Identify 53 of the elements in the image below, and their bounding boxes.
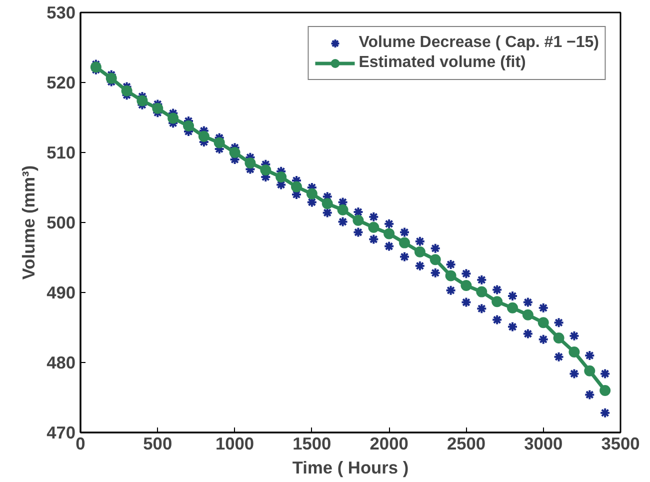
- y-tick-label: 490: [46, 282, 76, 302]
- point: [90, 62, 102, 73]
- x-axis-title: Time ( Hours ): [292, 458, 409, 478]
- point: [600, 385, 611, 396]
- point: [121, 85, 132, 96]
- y-tick-label: 530: [46, 2, 76, 22]
- x-tick-label: 2000: [370, 434, 408, 454]
- y-tick-label: 510: [46, 142, 76, 162]
- legend-label: Volume Decrease ( Cap. #1 −15): [358, 34, 599, 52]
- x-tick-label: 1500: [292, 434, 332, 454]
- point: [291, 181, 302, 192]
- point: [136, 95, 148, 106]
- x-tick-label: 1000: [216, 434, 254, 454]
- point: [430, 254, 441, 266]
- point: [538, 317, 549, 328]
- point: [229, 147, 240, 158]
- legend-label: Estimated volume (fit): [358, 54, 526, 72]
- point: [352, 214, 364, 226]
- point: [244, 158, 256, 168]
- x-tick-label: 500: [143, 434, 172, 454]
- point: [568, 346, 580, 358]
- point: [322, 198, 333, 210]
- point: [553, 332, 564, 344]
- x-tick-label: 3000: [524, 434, 563, 454]
- x-tick-label: 0: [76, 434, 86, 454]
- point: [476, 286, 488, 298]
- point: [445, 270, 456, 282]
- x-tick-label: 2500: [446, 434, 486, 454]
- point: [414, 246, 426, 258]
- point: [306, 188, 318, 200]
- point: [384, 228, 395, 240]
- point: [276, 172, 287, 182]
- point: [260, 164, 272, 176]
- point: [584, 365, 596, 376]
- point: [168, 112, 179, 124]
- point: [152, 102, 164, 114]
- point: [522, 309, 534, 320]
- y-tick-label: 500: [46, 212, 76, 232]
- point: [368, 222, 380, 233]
- point: [214, 137, 225, 148]
- y-tick-label: 480: [46, 352, 76, 372]
- y-tick-label: 520: [46, 72, 76, 92]
- x-tick-label: 3500: [601, 434, 640, 454]
- point: [337, 204, 348, 216]
- y-tick-label: 470: [46, 422, 76, 442]
- point: [183, 120, 194, 132]
- point: [507, 302, 518, 314]
- point: [492, 296, 503, 308]
- point: [198, 130, 210, 142]
- point: [460, 280, 472, 291]
- y-axis-title: Volume (mm³): [18, 165, 39, 280]
- point: [399, 237, 410, 248]
- point: [106, 72, 117, 84]
